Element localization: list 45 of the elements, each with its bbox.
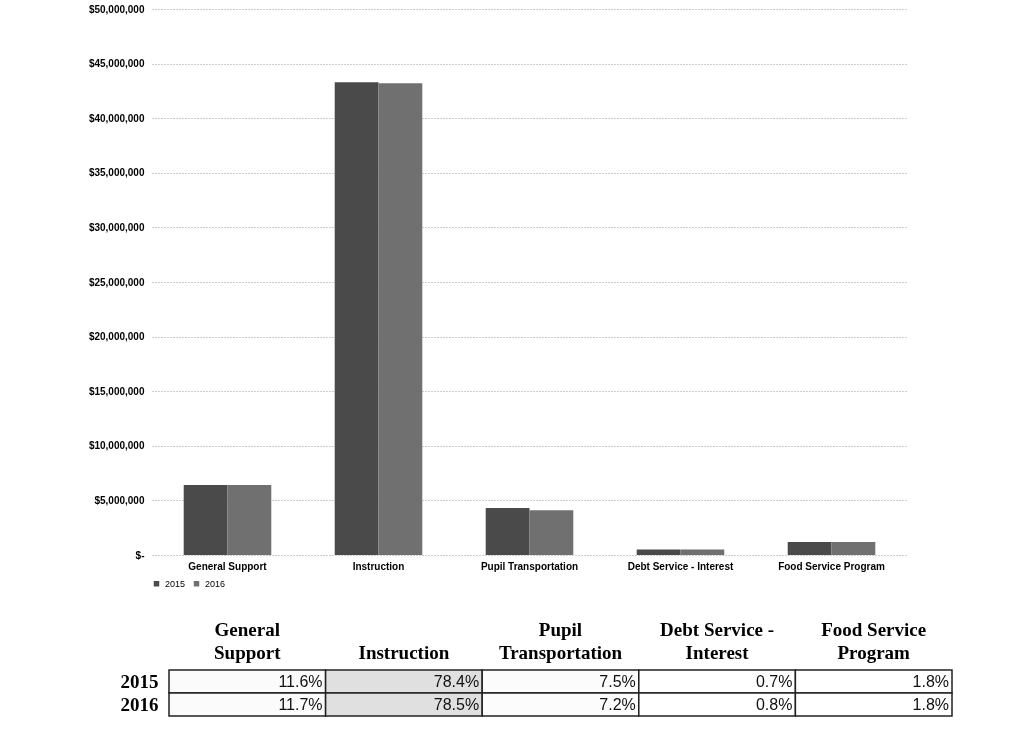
x-tick-label: Food Service Program — [821, 618, 927, 663]
bar — [227, 485, 272, 555]
bar — [636, 549, 681, 555]
y-tick-label: $20,000,000 — [88, 331, 145, 343]
legend-label: 2016 — [205, 578, 226, 589]
data-label: 7.5% — [599, 672, 636, 690]
x-tick-label: Food Service Program — [778, 560, 885, 572]
y-tick-label: $15,000,000 — [88, 385, 145, 397]
bar — [831, 541, 876, 555]
data-label: 7.2% — [599, 695, 636, 713]
bar — [680, 549, 725, 555]
y-tick-label: $5,000,000 — [94, 494, 145, 506]
x-tick-label: General Support — [214, 618, 282, 663]
bar — [183, 485, 228, 555]
data-label: 78.4% — [433, 672, 480, 690]
data-label: 1.8% — [912, 695, 949, 713]
bar — [334, 82, 379, 555]
bar — [787, 541, 832, 555]
y-tick-label: 2015 — [120, 670, 159, 692]
y-tick-label: $40,000,000 — [88, 112, 145, 124]
legend-label: 2015 — [165, 578, 186, 589]
x-tick-label: Instruction — [352, 560, 405, 572]
y-tick-label: 2016 — [120, 693, 159, 715]
data-label: 11.7% — [278, 695, 323, 713]
y-tick-label: $35,000,000 — [88, 167, 145, 179]
x-tick-label: General Support — [188, 560, 268, 572]
x-tick-label: Pupil Transportation — [480, 560, 579, 572]
y-tick-label: $30,000,000 — [88, 221, 145, 233]
data-label: 1.8% — [912, 672, 949, 690]
y-tick-label: $10,000,000 — [88, 440, 145, 452]
data-label: 78.5% — [433, 695, 480, 713]
y-tick-label: $50,000,000 — [88, 3, 145, 15]
bar — [529, 510, 574, 555]
x-tick-label: Pupil Transportation — [498, 618, 623, 663]
data-label: 0.8% — [755, 695, 793, 713]
x-tick-label: Debt Service - Interest — [660, 618, 775, 663]
data-label: 11.6% — [278, 672, 323, 690]
y-tick-label: $45,000,000 — [88, 58, 145, 70]
y-tick-label: $25,000,000 — [88, 276, 145, 288]
x-tick-label: Instruction — [358, 641, 450, 663]
data-label: 0.7% — [755, 672, 793, 690]
y-tick-label: $- — [135, 549, 145, 561]
bar — [378, 83, 423, 555]
bar — [485, 508, 530, 555]
x-tick-label: Debt Service - Interest — [627, 560, 734, 572]
